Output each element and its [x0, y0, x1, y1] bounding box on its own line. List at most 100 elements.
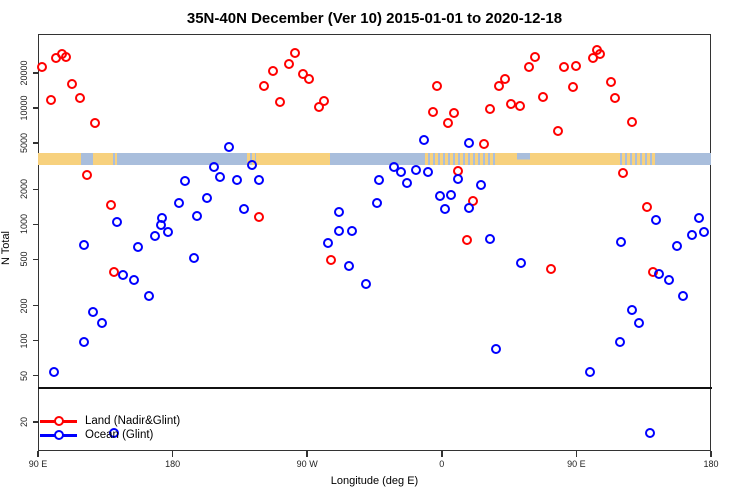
data-point-ocean: [333, 206, 344, 217]
data-point-land: [82, 170, 93, 181]
y-tick-mark: [33, 374, 38, 377]
data-point-ocean: [149, 231, 160, 242]
data-point-land: [314, 102, 325, 112]
data-point-land: [514, 101, 525, 112]
data-point-land: [74, 92, 85, 103]
data-point-ocean: [360, 278, 371, 289]
data-point-land: [571, 60, 582, 71]
y-tick-label: 500: [19, 251, 29, 267]
x-tick-label: 90 E: [28, 459, 48, 469]
data-point-land: [462, 234, 473, 245]
data-point-land: [484, 104, 495, 115]
y-tick-mark: [33, 107, 38, 109]
strip-segment-mix: [425, 152, 498, 165]
data-point-ocean: [664, 275, 675, 285]
y-tick-label: 20: [19, 416, 29, 427]
data-point-ocean: [694, 213, 705, 224]
data-point-ocean: [155, 220, 166, 231]
data-point-land: [553, 126, 564, 137]
data-point-ocean: [323, 237, 334, 248]
data-point-ocean: [402, 177, 413, 188]
data-point-land: [267, 66, 278, 77]
data-point-land: [529, 51, 540, 62]
data-point-ocean: [173, 197, 184, 208]
data-point-ocean: [109, 428, 120, 439]
data-point-land: [432, 80, 443, 91]
data-point-land: [37, 62, 48, 73]
data-point-land: [523, 62, 534, 73]
y-axis-title: N Total: [0, 230, 12, 266]
y-tick-label: 5000: [19, 133, 29, 154]
y-tick-label: 50: [19, 370, 29, 381]
data-point-ocean: [439, 204, 450, 215]
data-point-ocean: [88, 307, 99, 318]
x-tick-label: 0: [439, 459, 445, 469]
strip-segment-mix: [109, 152, 118, 165]
x-tick-mark: [710, 451, 712, 457]
data-point-ocean: [411, 165, 422, 175]
x-tick-mark: [37, 451, 39, 457]
data-point-ocean: [79, 337, 90, 348]
data-point-ocean: [584, 366, 595, 377]
data-point-ocean: [201, 193, 212, 204]
data-point-ocean: [616, 236, 627, 247]
data-point-ocean: [634, 317, 645, 328]
data-point-ocean: [79, 239, 90, 250]
data-point-land: [545, 263, 556, 274]
data-point-land: [442, 118, 453, 128]
y-tick-mark: [33, 339, 38, 342]
data-point-land: [641, 201, 652, 212]
data-point-ocean: [246, 159, 257, 170]
data-point-ocean: [163, 226, 174, 237]
data-point-ocean: [644, 428, 655, 439]
data-point-land: [610, 92, 621, 103]
data-point-ocean: [614, 337, 625, 348]
data-point-ocean: [423, 166, 434, 177]
data-point-land: [493, 80, 504, 91]
data-point-land: [284, 59, 295, 69]
x-tick-label: 180: [165, 459, 181, 469]
data-point-land: [67, 78, 78, 89]
data-point-land: [538, 92, 549, 103]
data-point-ocean: [435, 191, 446, 202]
data-point-land: [61, 51, 72, 62]
data-point-land: [258, 80, 269, 91]
data-point-ocean: [49, 366, 60, 377]
data-point-ocean: [143, 290, 154, 301]
legend-label-ocean: Ocean (Glint): [85, 429, 154, 441]
data-point-ocean: [224, 142, 235, 152]
data-point-ocean: [112, 216, 123, 227]
data-point-ocean: [209, 162, 220, 172]
x-axis-title: Longitude (deg E): [330, 475, 419, 487]
data-point-ocean: [347, 225, 358, 236]
legend-label-land: Land (Nadir&Glint): [85, 415, 181, 427]
plot-panel: [38, 34, 711, 451]
data-point-land: [254, 211, 265, 222]
data-point-ocean: [626, 305, 637, 316]
data-point-ocean: [97, 317, 108, 328]
strip-segment-land: [93, 152, 110, 165]
data-point-ocean: [373, 175, 384, 186]
data-point-land: [499, 73, 510, 84]
data-point-ocean: [677, 290, 688, 301]
strip-segment-land: [530, 152, 617, 165]
data-point-ocean: [188, 253, 199, 264]
data-point-ocean: [475, 179, 486, 190]
data-point-ocean: [254, 175, 265, 186]
data-point-ocean: [179, 175, 190, 186]
data-point-land: [595, 49, 606, 60]
data-point-land: [106, 199, 117, 210]
data-point-land: [303, 73, 314, 84]
data-point-land: [290, 48, 301, 59]
y-tick-label: 10000: [19, 95, 29, 121]
data-point-ocean: [396, 166, 407, 177]
data-point-land: [568, 81, 579, 92]
strip-segment-mix: [247, 152, 257, 165]
data-point-ocean: [445, 189, 456, 200]
data-point-land: [605, 77, 616, 88]
y-tick-label: 1000: [19, 214, 29, 235]
data-point-land: [478, 139, 489, 150]
data-point-ocean: [333, 225, 344, 236]
y-tick-label: 100: [19, 333, 29, 349]
